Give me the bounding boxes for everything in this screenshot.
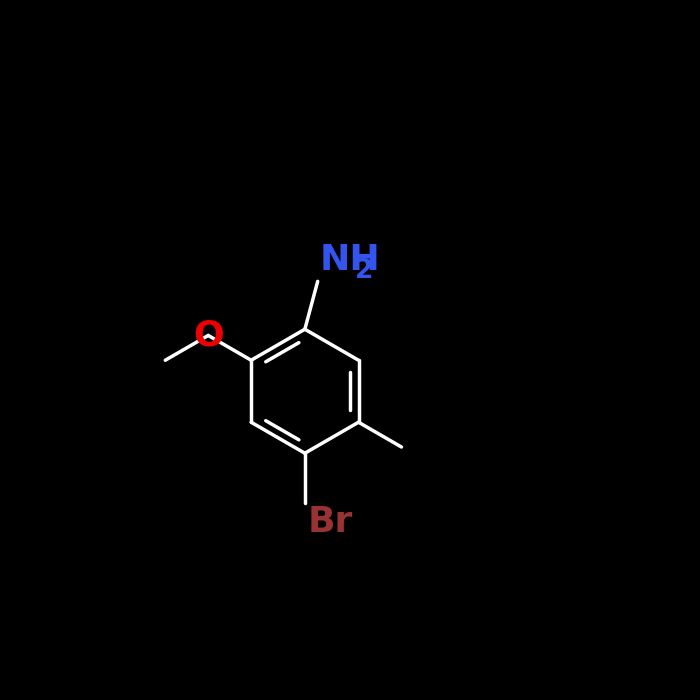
Text: Br: Br — [307, 505, 353, 540]
Text: O: O — [193, 318, 223, 352]
Text: 2: 2 — [355, 258, 373, 284]
Text: NH: NH — [319, 243, 380, 277]
